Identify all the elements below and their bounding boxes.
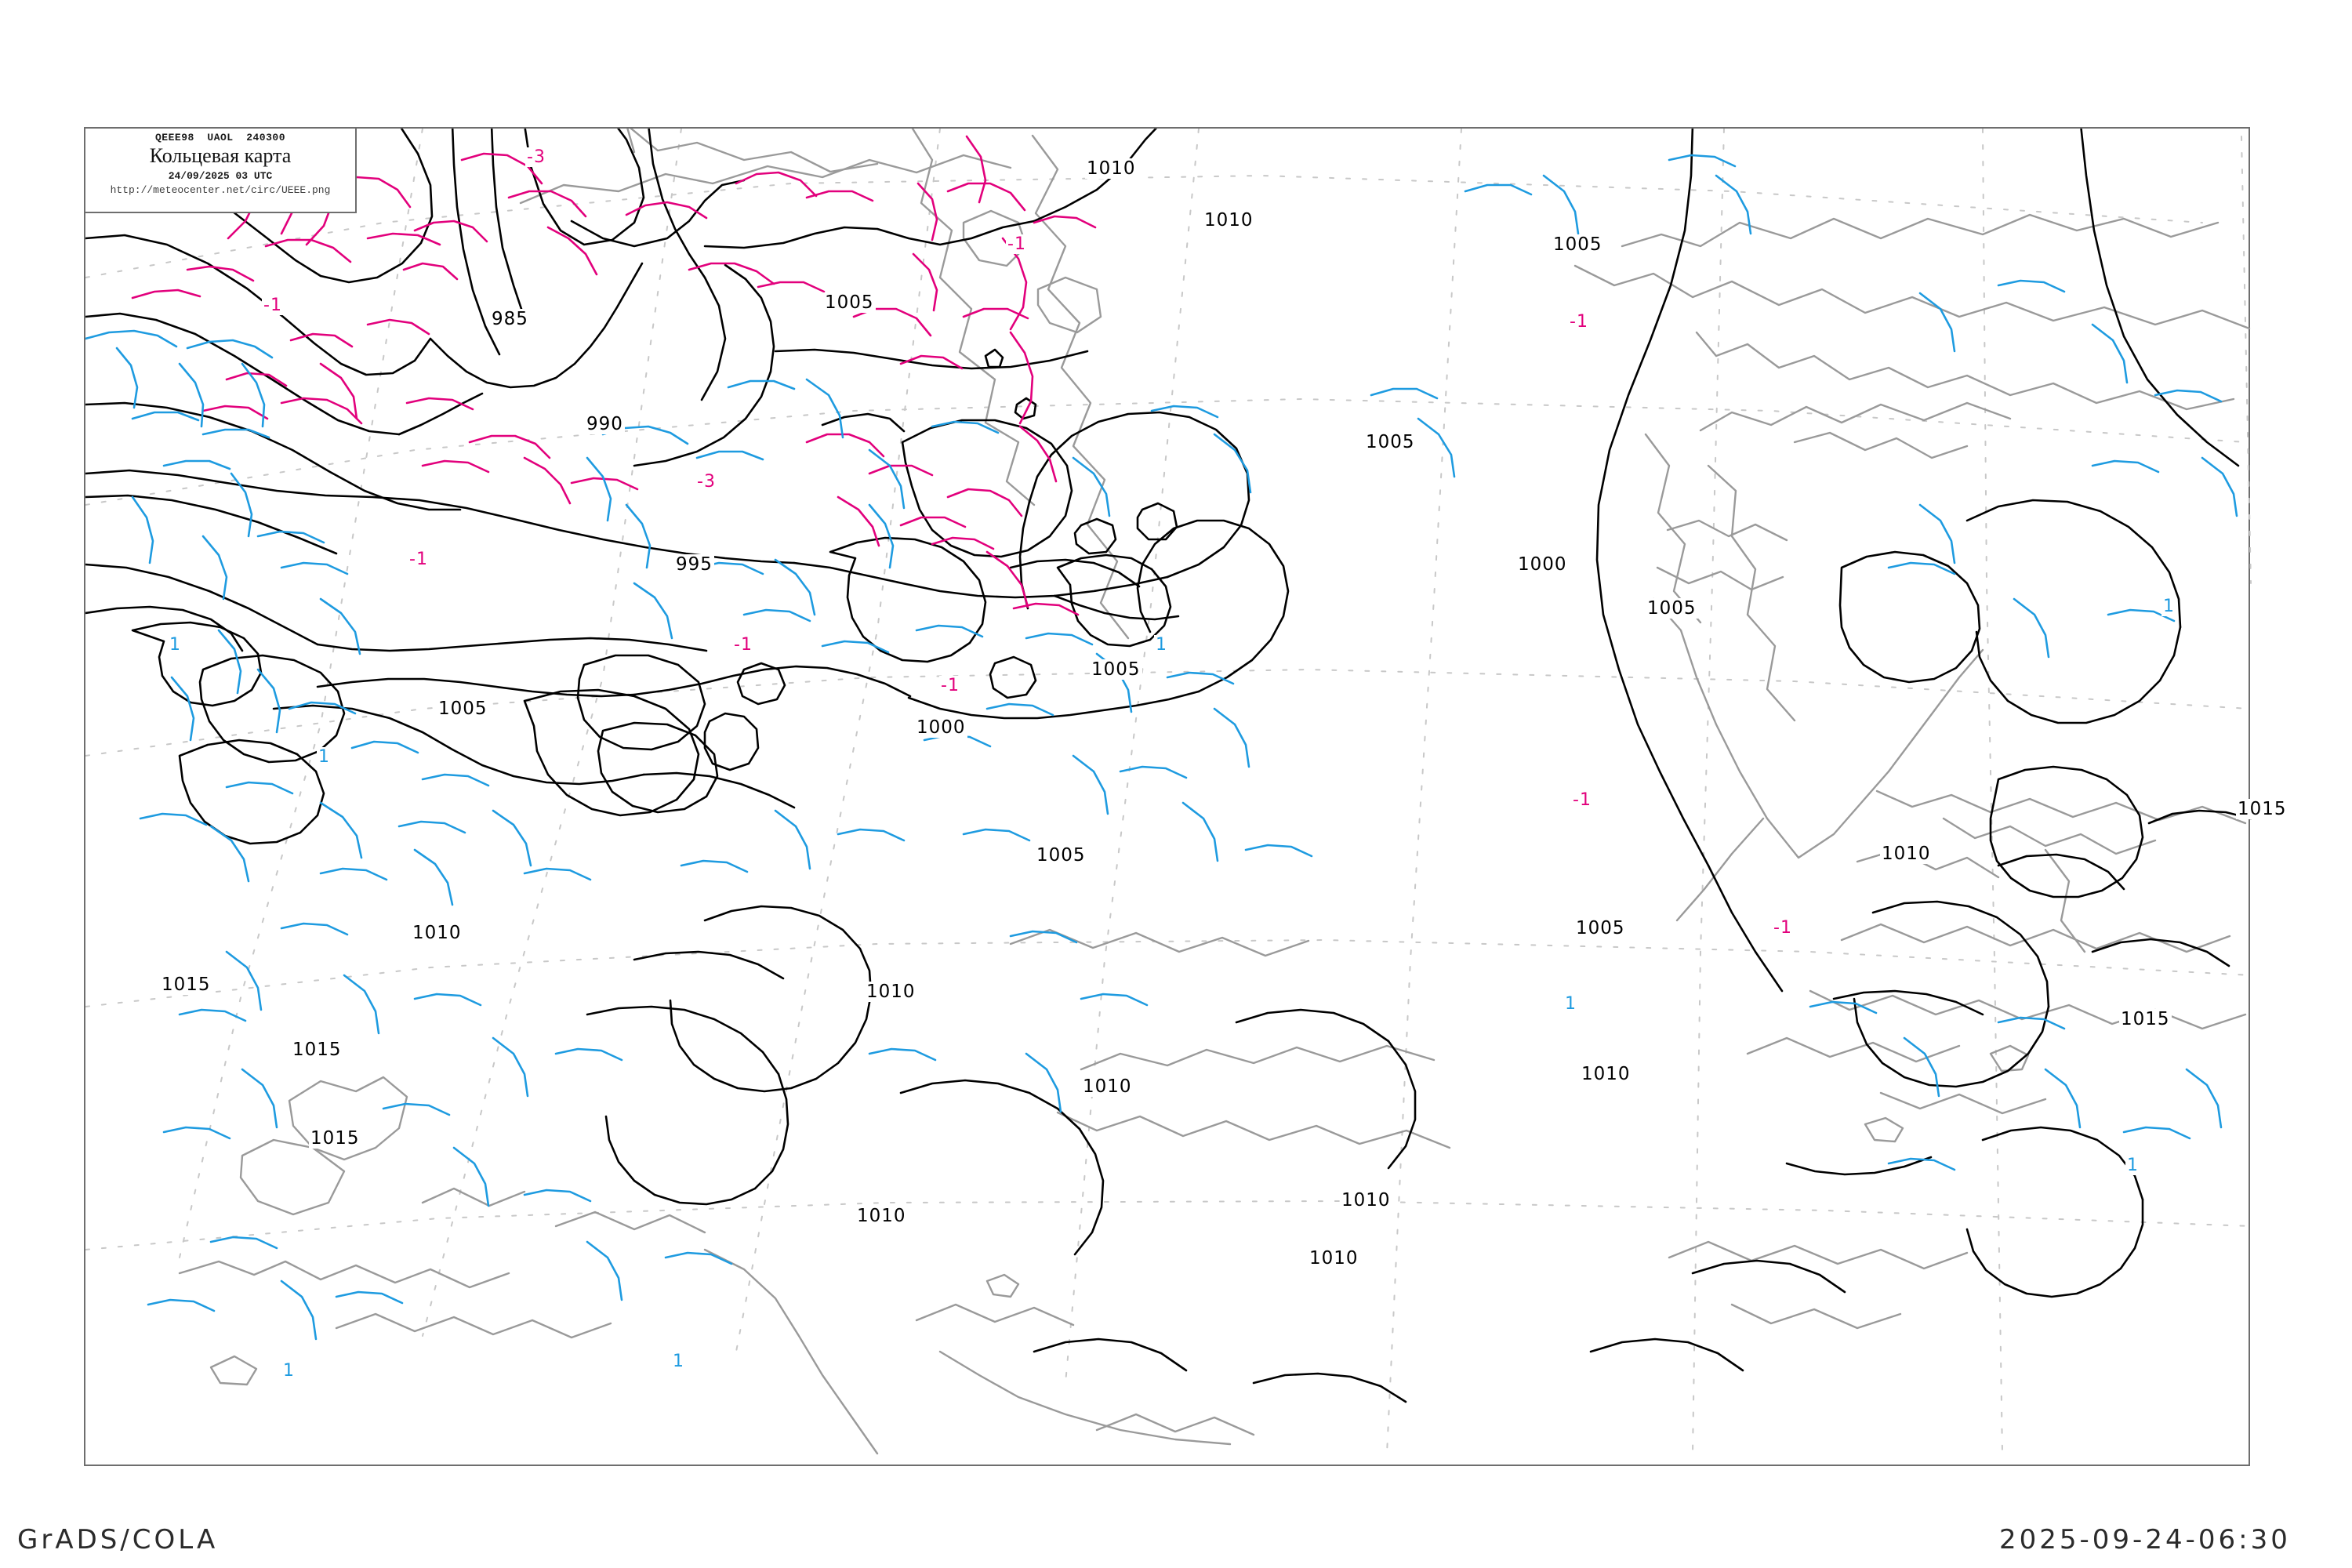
coastlines: [178, 129, 2251, 1455]
contour-label: 1: [2161, 597, 2176, 616]
contour-label: 1000: [1516, 554, 1569, 575]
producer-credit: GrADS/COLA: [17, 1524, 219, 1555]
legend-box[interactable]: QEEE98 UAOL 240300 Кольцевая карта 24/09…: [84, 127, 357, 213]
contour-label: -3: [695, 472, 717, 492]
contour-label: -1: [1772, 918, 1794, 938]
contour-label: 1005: [437, 699, 489, 719]
map-panel[interactable]: [84, 127, 2252, 1466]
contour-label: 1005: [1090, 659, 1142, 680]
contour-label: 1015: [309, 1128, 361, 1149]
contour-label: 1010: [1580, 1064, 1632, 1084]
contour-label: 1015: [2236, 799, 2288, 819]
contour-label: 1005: [1364, 432, 1417, 452]
contour-label: 1015: [160, 975, 212, 995]
contour-label: -1: [1568, 312, 1590, 332]
contour-label: -1: [262, 296, 284, 315]
contour-label: 1005: [1646, 598, 1698, 619]
contour-label: -1: [939, 676, 961, 695]
contour-label: 1010: [1085, 158, 1138, 179]
contour-label: 1005: [1035, 845, 1087, 866]
contour-label: 1010: [865, 982, 917, 1002]
contour-label: 985: [490, 309, 530, 329]
contour-label: 995: [674, 554, 714, 575]
contour-label: 1: [168, 635, 183, 655]
contour-label: 1010: [1308, 1248, 1360, 1269]
contour-label: 1010: [1880, 844, 1933, 864]
legend-valid-time: 24/09/2025 03 UTC: [168, 170, 273, 182]
contour-label: 1010: [1340, 1190, 1392, 1210]
contour-label: 1010: [411, 923, 463, 943]
contour-label: 1: [671, 1352, 686, 1371]
cold-isallobar-contours: [85, 154, 2238, 1341]
contour-label: -3: [525, 147, 547, 167]
contour-label: 1: [1154, 635, 1169, 655]
legend-source-url: http://meteocenter.net/circ/UEEE.png: [110, 184, 331, 196]
contour-label: 1005: [1574, 918, 1627, 938]
contour-label: 1015: [2119, 1009, 2172, 1029]
contour-label: 990: [585, 414, 625, 434]
contour-label: -1: [1571, 790, 1593, 810]
generation-timestamp: 2025-09-24-06:30: [1999, 1524, 2291, 1555]
weather-map-canvas: [85, 129, 2252, 1455]
isobar-contours: [85, 129, 2252, 1403]
contour-label: -1: [1006, 234, 1028, 254]
contour-label: 1: [317, 747, 332, 767]
contour-label: 1: [1563, 994, 1578, 1014]
contour-label: 1005: [1552, 234, 1604, 255]
contour-label: 1010: [1203, 210, 1255, 230]
legend-bulletin-id: QEEE98 UAOL 240300: [154, 132, 286, 143]
contour-label: 1010: [855, 1206, 908, 1226]
contour-label: 1010: [1081, 1076, 1134, 1097]
contour-label: -1: [732, 635, 754, 655]
legend-title: Кольцевая карта: [149, 144, 292, 167]
contour-label: -1: [408, 550, 430, 569]
contour-label: 1000: [915, 717, 967, 738]
contour-label: 1005: [823, 292, 876, 313]
contour-label: 1015: [291, 1040, 343, 1060]
graticule-gridlines: [85, 129, 2252, 1454]
contour-label: 1: [2125, 1156, 2140, 1175]
contour-label: 1: [281, 1361, 296, 1381]
